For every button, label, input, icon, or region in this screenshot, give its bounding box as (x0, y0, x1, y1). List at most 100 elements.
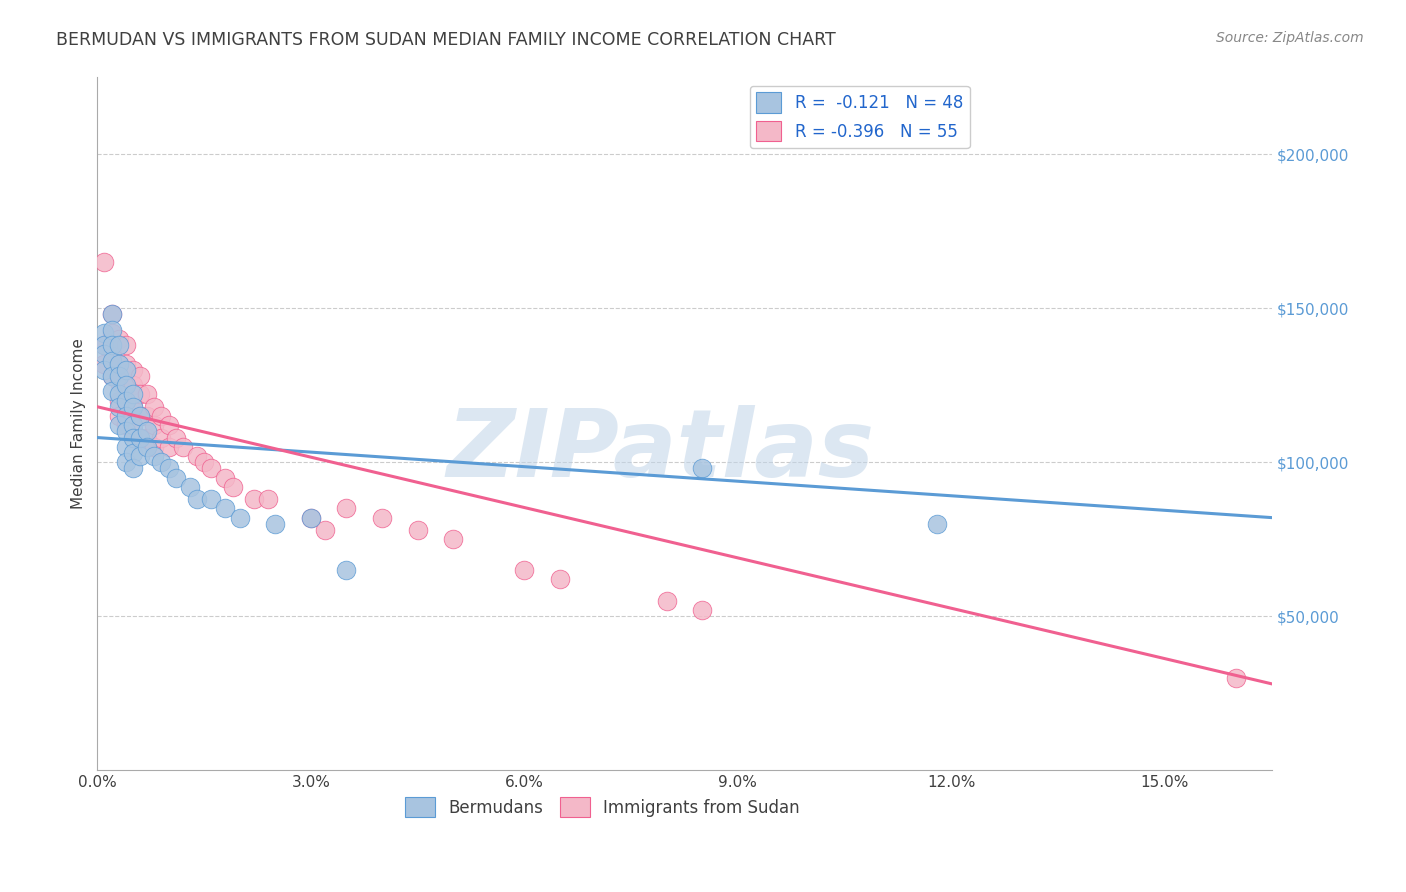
Point (107, 393, 129, 408)
Point (143, 400, 166, 414)
Point (143, 449, 166, 463)
Point (107, 357, 129, 371)
Point (1225, 671, 1247, 685)
Point (100, 338, 122, 352)
Point (179, 480, 201, 494)
Point (513, 563, 536, 577)
Point (335, 563, 357, 577)
Text: BERMUDAN VS IMMIGRANTS FROM SUDAN MEDIAN FAMILY INCOME CORRELATION CHART: BERMUDAN VS IMMIGRANTS FROM SUDAN MEDIAN… (56, 31, 837, 49)
Point (221, 480, 243, 494)
Point (114, 375, 136, 389)
Point (371, 510, 394, 524)
Point (157, 461, 180, 475)
Point (107, 338, 129, 352)
Point (122, 387, 145, 401)
Text: Source: ZipAtlas.com: Source: ZipAtlas.com (1216, 31, 1364, 45)
Point (129, 431, 152, 445)
Point (114, 378, 136, 392)
Point (129, 409, 152, 423)
Point (114, 409, 136, 423)
Point (114, 338, 136, 352)
Point (165, 470, 187, 484)
Point (93, 347, 115, 361)
Point (172, 440, 194, 454)
Point (214, 501, 236, 516)
Point (406, 523, 429, 537)
Point (129, 387, 152, 401)
Point (93, 338, 115, 352)
Point (107, 418, 129, 433)
Point (655, 593, 678, 607)
Point (136, 431, 159, 445)
Point (93, 338, 115, 352)
Point (299, 510, 322, 524)
Point (93, 357, 115, 371)
Point (186, 492, 208, 507)
Point (314, 523, 336, 537)
Point (114, 418, 136, 433)
Point (165, 431, 187, 445)
Point (93, 326, 115, 340)
Point (143, 418, 166, 433)
Point (136, 387, 159, 401)
Point (93, 363, 115, 377)
Point (114, 440, 136, 454)
Point (264, 516, 287, 531)
Point (114, 425, 136, 439)
Point (100, 308, 122, 322)
Point (100, 384, 122, 399)
Point (228, 510, 250, 524)
Point (114, 357, 136, 371)
Point (107, 375, 129, 389)
Point (200, 461, 222, 475)
Point (122, 363, 145, 377)
Point (100, 369, 122, 384)
Point (129, 409, 152, 423)
Point (100, 323, 122, 337)
Point (157, 440, 180, 454)
Y-axis label: Median Family Income: Median Family Income (72, 338, 86, 509)
Point (100, 344, 122, 359)
Point (114, 455, 136, 469)
Point (114, 393, 136, 408)
Point (129, 449, 152, 463)
Point (122, 378, 145, 392)
Point (122, 400, 145, 414)
Text: ZIPatlas: ZIPatlas (447, 406, 875, 498)
Point (150, 455, 173, 469)
Point (193, 455, 215, 469)
Point (548, 572, 571, 586)
Point (107, 332, 129, 346)
Point (243, 492, 266, 507)
Point (122, 418, 145, 433)
Point (114, 363, 136, 377)
Point (129, 431, 152, 445)
Point (690, 603, 713, 617)
Point (143, 440, 166, 454)
Point (100, 353, 122, 368)
Point (186, 449, 208, 463)
Point (100, 308, 122, 322)
Point (200, 492, 222, 507)
Point (299, 510, 322, 524)
Point (107, 409, 129, 423)
Point (214, 470, 236, 484)
Legend: Bermudans, Immigrants from Sudan: Bermudans, Immigrants from Sudan (398, 790, 807, 824)
Point (107, 387, 129, 401)
Point (129, 369, 152, 384)
Point (107, 400, 129, 414)
Point (122, 400, 145, 414)
Point (107, 369, 129, 384)
Point (100, 369, 122, 384)
Point (136, 409, 159, 423)
Point (122, 461, 145, 475)
Point (122, 446, 145, 460)
Point (257, 492, 280, 507)
Point (114, 393, 136, 408)
Point (122, 431, 145, 445)
Point (100, 326, 122, 340)
Point (441, 532, 464, 546)
Point (157, 418, 180, 433)
Point (690, 461, 713, 475)
Point (93, 255, 115, 269)
